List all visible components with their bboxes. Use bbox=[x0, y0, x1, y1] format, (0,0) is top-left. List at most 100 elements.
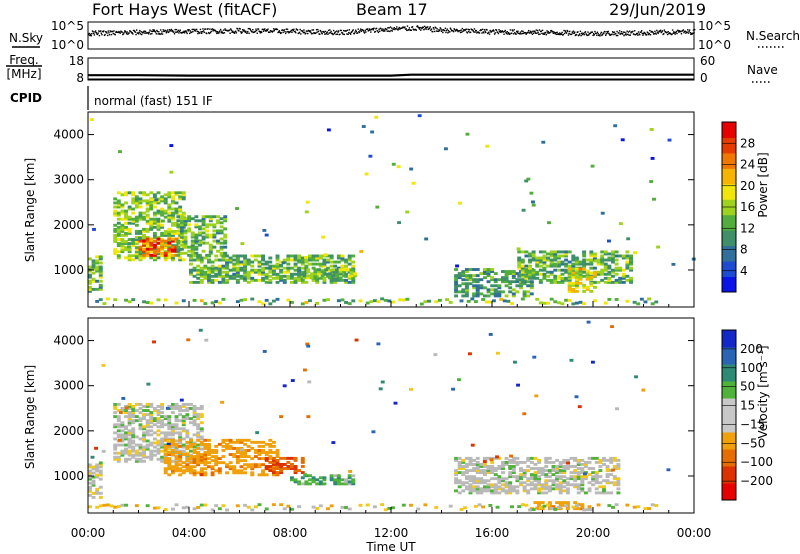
echo-cell bbox=[196, 451, 201, 454]
echo-cell bbox=[611, 274, 615, 278]
echo-cell bbox=[189, 258, 193, 262]
echo-cell bbox=[243, 254, 248, 258]
echo-cell bbox=[170, 191, 175, 195]
echo-cell bbox=[232, 471, 237, 475]
echo-cell bbox=[526, 483, 531, 487]
ground-scatter-cell bbox=[603, 301, 608, 305]
echo-cell bbox=[347, 258, 352, 262]
noise-point bbox=[529, 30, 532, 32]
echo-cell bbox=[170, 423, 175, 427]
echo-cell bbox=[594, 460, 599, 464]
noise-point bbox=[105, 31, 108, 33]
echo-cell bbox=[134, 256, 139, 260]
echo-cell bbox=[243, 451, 248, 454]
echo-cell bbox=[461, 471, 466, 475]
echo-cell bbox=[556, 276, 561, 280]
echo-cell bbox=[95, 261, 100, 265]
echo-cell bbox=[152, 239, 157, 243]
noise-point bbox=[173, 31, 175, 33]
echo-cell bbox=[621, 276, 626, 280]
noise-point bbox=[278, 30, 281, 32]
echo-cell bbox=[192, 411, 197, 414]
noise-speckle bbox=[281, 261, 286, 265]
noise-point bbox=[140, 31, 142, 33]
echo-cell bbox=[152, 225, 157, 229]
noise-point bbox=[245, 30, 247, 33]
noise-point bbox=[671, 33, 673, 36]
echo-cell bbox=[573, 501, 578, 505]
echo-cell bbox=[142, 241, 147, 245]
echo-cell bbox=[198, 231, 202, 235]
echo-cell bbox=[533, 487, 538, 491]
echo-cell bbox=[306, 268, 311, 272]
echo-cell bbox=[95, 465, 100, 469]
echo-cell bbox=[95, 259, 100, 263]
echo-cell bbox=[574, 256, 579, 260]
echo-cell bbox=[131, 201, 136, 205]
echo-cell bbox=[228, 438, 233, 442]
echo-cell bbox=[181, 453, 186, 456]
noise-point bbox=[630, 32, 632, 34]
echo-cell bbox=[585, 269, 590, 273]
echo-cell bbox=[185, 457, 190, 461]
noise-point bbox=[513, 29, 515, 31]
echo-cell bbox=[564, 262, 569, 266]
echo-cell bbox=[519, 469, 523, 472]
echo-cell bbox=[311, 254, 316, 258]
echo-cell bbox=[138, 423, 143, 427]
echo-cell bbox=[134, 223, 139, 227]
echo-cell bbox=[216, 219, 220, 223]
noise-point bbox=[287, 30, 289, 33]
noise-speckle bbox=[89, 118, 94, 122]
echo-cell bbox=[138, 201, 143, 205]
noise-point bbox=[509, 29, 512, 31]
echo-cell bbox=[571, 289, 576, 293]
echo-cell bbox=[519, 286, 523, 290]
echo-cell bbox=[176, 253, 181, 257]
echo-cell bbox=[210, 264, 215, 268]
noise-speckle bbox=[305, 200, 310, 204]
echo-cell bbox=[170, 247, 175, 251]
echo-cell bbox=[232, 264, 237, 268]
echo-cell bbox=[519, 473, 523, 477]
noise-point bbox=[495, 29, 498, 31]
noise-point bbox=[599, 33, 602, 35]
noise-point bbox=[597, 32, 599, 35]
echo-cell bbox=[187, 227, 192, 231]
echo-cell bbox=[192, 451, 197, 454]
echo-cell bbox=[131, 435, 136, 439]
ground-scatter-cell bbox=[142, 300, 147, 304]
noise-point bbox=[659, 30, 661, 33]
echo-cell bbox=[300, 262, 305, 266]
colorbar-tick-label: −50 bbox=[740, 436, 765, 450]
echo-cell bbox=[515, 477, 520, 481]
echo-cell bbox=[464, 456, 469, 460]
echo-cell bbox=[196, 256, 201, 260]
echo-cell bbox=[160, 239, 165, 243]
echo-cell bbox=[531, 276, 536, 280]
noise-point bbox=[656, 29, 658, 32]
noise-point bbox=[641, 32, 644, 35]
noise-point bbox=[175, 31, 177, 33]
noise-point bbox=[165, 30, 167, 32]
noise-speckle bbox=[566, 461, 570, 465]
echo-cell bbox=[194, 223, 199, 227]
echo-cell bbox=[142, 249, 147, 253]
echo-cell bbox=[468, 469, 473, 472]
echo-cell bbox=[167, 421, 172, 425]
echo-cell bbox=[558, 501, 563, 505]
echo-cell bbox=[261, 272, 266, 276]
noise-point bbox=[336, 33, 339, 35]
ground-scatter-cell bbox=[571, 302, 576, 306]
noise-point bbox=[574, 34, 577, 37]
echo-cell bbox=[127, 407, 132, 410]
echo-cell bbox=[98, 491, 103, 495]
echo-cell bbox=[167, 433, 172, 437]
echo-cell bbox=[600, 256, 605, 260]
echo-cell bbox=[167, 236, 172, 239]
noise-point bbox=[640, 31, 642, 33]
noise-point bbox=[152, 29, 154, 31]
echo-cell bbox=[179, 233, 184, 237]
noise-point bbox=[293, 28, 295, 31]
